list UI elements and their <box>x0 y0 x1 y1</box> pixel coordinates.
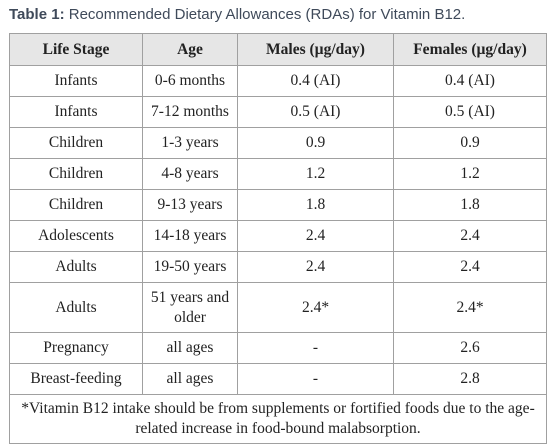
table-cell: 7-12 months <box>142 96 238 128</box>
table-cell: 0.5 (AI) <box>237 96 394 128</box>
table-cell: 4-8 years <box>142 158 238 190</box>
caption-text: Recommended Dietary Allowances (RDAs) fo… <box>68 6 466 23</box>
table-cell: all ages <box>142 363 238 395</box>
table-cell: Infants <box>9 96 143 128</box>
table-cell: 1.2 <box>237 158 394 190</box>
table-cell: all ages <box>142 332 238 364</box>
table-cell: 2.4 <box>237 220 394 252</box>
table-cell: Adults <box>9 282 143 333</box>
rda-table: Life Stage Age Males (µg/day) Females (µg/d… <box>9 33 547 444</box>
table-cell: Children <box>9 189 143 221</box>
table-caption: Table 1: Recommended Dietary Allowances … <box>9 6 465 23</box>
table-row: Infants 0-6 months 0.4 (AI) 0.4 (AI) <box>9 65 547 97</box>
header-row: Life Stage Age Males (µg/day) Females (µg/d… <box>9 33 547 66</box>
footnote: *Vitamin B12 intake should be from suppl… <box>9 394 547 444</box>
table-cell: Breast-feeding <box>9 363 143 395</box>
table-cell: 51 years and older <box>142 282 238 333</box>
table-cell: 2.4 <box>393 220 547 252</box>
header-cell: Life Stage <box>9 33 143 66</box>
table-cell: 0.4 (AI) <box>237 65 394 97</box>
table-cell: 1-3 years <box>142 127 238 159</box>
table-cell: 1.8 <box>393 189 547 221</box>
table-row: Children 9-13 years 1.8 1.8 <box>9 189 547 221</box>
table-row: Children 4-8 years 1.2 1.2 <box>9 158 547 190</box>
table-cell: - <box>237 332 394 364</box>
table-row: Infants 7-12 months 0.5 (AI) 0.5 (AI) <box>9 96 547 128</box>
table-row: Adults 19-50 years 2.4 2.4 <box>9 251 547 283</box>
table-cell: Children <box>9 127 143 159</box>
table-row: Adolescents 14-18 years 2.4 2.4 <box>9 220 547 252</box>
table-cell: 2.4 <box>393 251 547 283</box>
table-cell: 14-18 years <box>142 220 238 252</box>
header-cell: Age <box>142 33 238 66</box>
footnote-row: *Vitamin B12 intake should be from suppl… <box>9 394 547 444</box>
table-cell: 0.9 <box>237 127 394 159</box>
table-cell: Children <box>9 158 143 190</box>
table-cell: Adolescents <box>9 220 143 252</box>
table-cell: 1.2 <box>393 158 547 190</box>
table-cell: 0.5 (AI) <box>393 96 547 128</box>
table-cell: Pregnancy <box>9 332 143 364</box>
table-row: Children 1-3 years 0.9 0.9 <box>9 127 547 159</box>
table-cell: 1.8 <box>237 189 394 221</box>
table-cell: 2.4* <box>393 282 547 333</box>
header-cell: Females (µg/day) <box>393 33 547 66</box>
caption-label: Table 1: <box>9 6 65 23</box>
table-cell: 2.8 <box>393 363 547 395</box>
table-cell: 2.4* <box>237 282 394 333</box>
table-cell: Adults <box>9 251 143 283</box>
table-cell: 0-6 months <box>142 65 238 97</box>
table-cell: 2.6 <box>393 332 547 364</box>
header-cell: Males (µg/day) <box>237 33 394 66</box>
table-cell: - <box>237 363 394 395</box>
table-cell: 19-50 years <box>142 251 238 283</box>
table-cell: 2.4 <box>237 251 394 283</box>
table-cell: 0.9 <box>393 127 547 159</box>
table-row: Adults 51 years and older 2.4* 2.4* <box>9 282 547 333</box>
table-cell: Infants <box>9 65 143 97</box>
table-cell: 0.4 (AI) <box>393 65 547 97</box>
table-cell: 9-13 years <box>142 189 238 221</box>
table-row: Breast-feeding all ages -2.8 <box>9 363 547 395</box>
table-row: Pregnancy all ages -2.6 <box>9 332 547 364</box>
